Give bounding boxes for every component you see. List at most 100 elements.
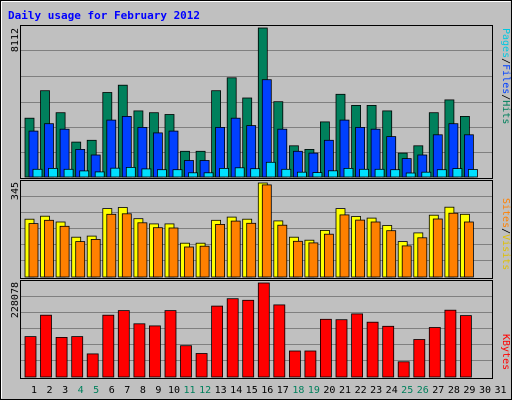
x-tick-label: 4 (78, 385, 84, 396)
kbytes-bar (304, 350, 317, 378)
legend-visits: Visits (500, 234, 511, 270)
kbytes-bar (55, 336, 68, 378)
x-tick-label: 16 (261, 385, 273, 396)
pages-bar (141, 168, 152, 178)
kbytes-bar (195, 353, 208, 378)
kbytes-bar (351, 313, 364, 378)
sites-bar (230, 220, 241, 278)
x-tick-label: 13 (215, 385, 227, 396)
kbytes-bar (164, 310, 177, 378)
kbytes-bar (459, 315, 472, 378)
sites-bar (75, 241, 86, 278)
kbytes-bar (133, 323, 146, 378)
gridlines (21, 50, 492, 361)
hits-ymax-label: 8112 (10, 28, 21, 52)
sites-bar (292, 240, 303, 278)
pages-bar (359, 168, 370, 178)
pages-bar (79, 170, 90, 178)
kbytes-bar (86, 353, 99, 378)
kbytes-bar (71, 336, 84, 378)
kbytes-bar (102, 314, 115, 378)
sites-bar (106, 213, 117, 278)
pages-bar (110, 167, 121, 178)
kbytes-bar (382, 325, 395, 378)
sites-bar (168, 227, 179, 278)
x-tick-label: 14 (230, 385, 242, 396)
kbytes-bar (366, 321, 379, 378)
pages-bar (125, 166, 136, 178)
x-tick-label: 19 (308, 385, 320, 396)
kbytes-bar (335, 319, 348, 378)
pages-bar (48, 167, 58, 178)
x-tick-label: 20 (323, 385, 335, 396)
x-tick-label: 29 (463, 385, 475, 396)
x-tick-label: 1 (31, 385, 37, 396)
sites-bar (323, 233, 334, 278)
x-tick-label: 22 (355, 385, 367, 396)
kbytes-bar (226, 298, 239, 378)
x-tick-label: 17 (277, 385, 289, 396)
pages-bar (203, 172, 214, 178)
x-tick-label: 26 (417, 385, 429, 396)
sites-bar (401, 245, 412, 278)
x-tick-label: 27 (432, 385, 444, 396)
kbytes-bar (242, 299, 255, 378)
pages-bar (467, 169, 478, 178)
pages-bar (421, 171, 432, 178)
x-tick-label: 12 (199, 385, 211, 396)
hits-legend: Pages/Files/Hits (500, 28, 511, 124)
pages-bar (234, 167, 245, 178)
kbytes-bar (117, 310, 130, 378)
pages-bar (63, 168, 74, 178)
sites-bar (261, 184, 272, 278)
x-tick-label: 11 (183, 385, 195, 396)
sites-bar (339, 214, 350, 278)
chart-title: Daily usage for February 2012 (8, 9, 200, 22)
kbytes-bar (288, 350, 301, 378)
pages-bar (32, 168, 43, 178)
x-tick-label: 5 (93, 385, 99, 396)
kbytes-bar (397, 361, 410, 378)
legend-pages: Pages (500, 28, 511, 58)
legend-files: Files (500, 64, 511, 94)
sites-bar (184, 246, 194, 278)
pages-bar (405, 172, 416, 178)
sites-bar (448, 212, 459, 278)
x-tick-label: 24 (386, 385, 398, 396)
kbytes-bar (273, 304, 286, 378)
legend-sep: / (500, 94, 511, 100)
sites-bar (199, 245, 210, 278)
sites-bar (355, 219, 366, 278)
pages-bar (296, 171, 307, 178)
x-tick-label: 18 (292, 385, 304, 396)
x-tick-label: 31 (494, 385, 506, 396)
kbytes-bar (211, 305, 224, 378)
x-tick-label: 23 (370, 385, 382, 396)
x-tick-label: 15 (246, 385, 258, 396)
x-tick-label: 3 (62, 385, 68, 396)
kbytes-bar (444, 309, 457, 378)
sites-bar (277, 224, 288, 278)
visits-ymax-label: 345 (10, 182, 21, 200)
legend-sep: / (500, 228, 511, 234)
sites-bar (121, 213, 132, 278)
sites-bar (215, 223, 226, 278)
legend-sites: Sites (500, 198, 511, 228)
pages-bar (452, 168, 463, 178)
pages-bar (436, 169, 447, 178)
visits-legend: Sites/Visits (500, 198, 511, 270)
pages-bar (188, 172, 198, 178)
bars (24, 27, 478, 378)
pages-bar (327, 170, 338, 178)
sites-bar (370, 221, 381, 278)
x-tick-label: 21 (339, 385, 351, 396)
pages-bar (219, 167, 230, 178)
kbytes-bar (257, 282, 270, 378)
sites-bar (152, 227, 163, 278)
kbytes-bar (319, 318, 332, 378)
legend-hits: Hits (500, 100, 511, 124)
x-tick-label: 7 (124, 385, 130, 396)
kbytes-bar (413, 339, 426, 378)
kbytes-bar (428, 327, 441, 378)
sites-bar (137, 222, 148, 278)
